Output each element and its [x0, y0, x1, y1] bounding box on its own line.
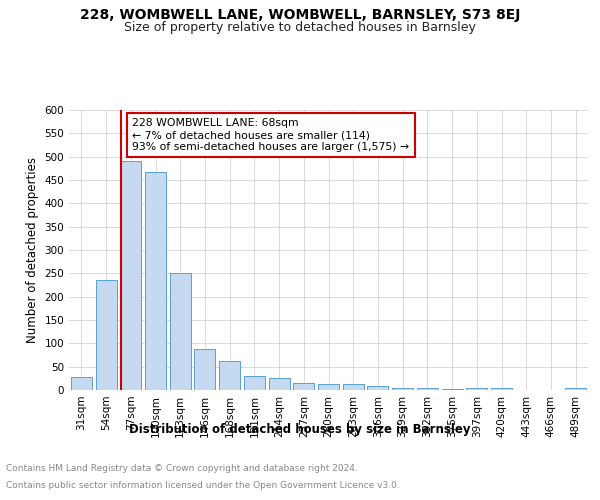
Bar [466, 388, 487, 390]
Text: Size of property relative to detached houses in Barnsley: Size of property relative to detached ho… [124, 22, 476, 35]
Y-axis label: Number of detached properties: Number of detached properties [26, 157, 39, 343]
Bar [491, 388, 512, 390]
Bar [71, 377, 92, 390]
Bar [417, 388, 438, 390]
Bar [244, 376, 265, 390]
Bar [367, 386, 388, 390]
Text: 228, WOMBWELL LANE, WOMBWELL, BARNSLEY, S73 8EJ: 228, WOMBWELL LANE, WOMBWELL, BARNSLEY, … [80, 8, 520, 22]
Bar [95, 280, 116, 390]
Bar [194, 349, 215, 390]
Bar [392, 388, 413, 390]
Bar [442, 388, 463, 390]
Text: Distribution of detached houses by size in Barnsley: Distribution of detached houses by size … [129, 422, 471, 436]
Text: 228 WOMBWELL LANE: 68sqm
← 7% of detached houses are smaller (114)
93% of semi-d: 228 WOMBWELL LANE: 68sqm ← 7% of detache… [132, 118, 409, 152]
Bar [170, 274, 191, 390]
Bar [120, 162, 141, 390]
Bar [293, 383, 314, 390]
Text: Contains HM Land Registry data © Crown copyright and database right 2024.: Contains HM Land Registry data © Crown c… [6, 464, 358, 473]
Bar [343, 384, 364, 390]
Bar [145, 172, 166, 390]
Bar [269, 378, 290, 390]
Bar [219, 361, 240, 390]
Bar [318, 384, 339, 390]
Text: Contains public sector information licensed under the Open Government Licence v3: Contains public sector information licen… [6, 481, 400, 490]
Bar [565, 388, 586, 390]
